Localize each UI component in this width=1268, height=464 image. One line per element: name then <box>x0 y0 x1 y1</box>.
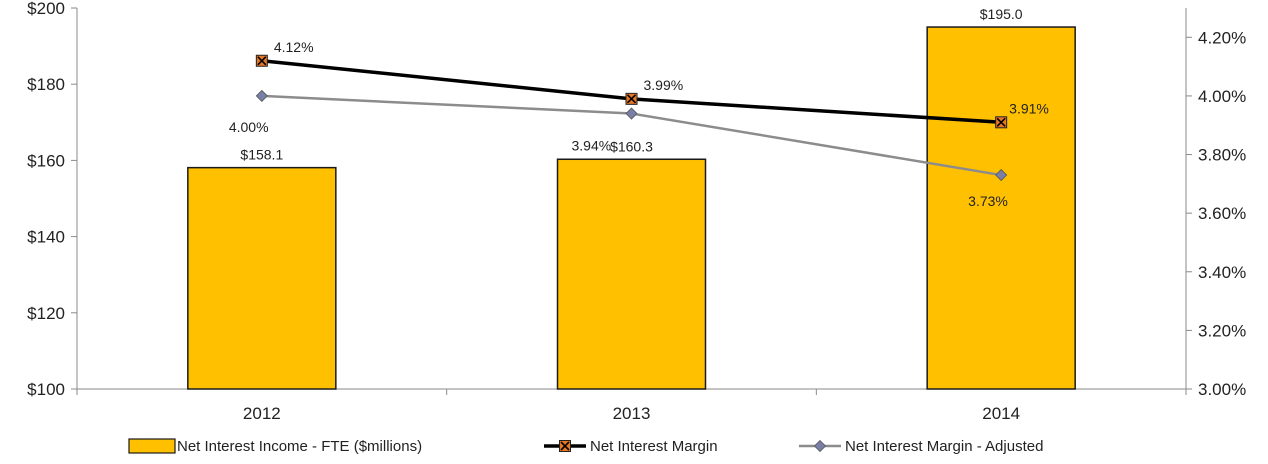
line-value-label: 4.12% <box>274 39 314 55</box>
y-left-tick-label: $140 <box>27 228 65 247</box>
bar-value-label: $160.3 <box>610 138 653 154</box>
y-right-tick-label: 3.00% <box>1198 380 1246 399</box>
y-right-tick-label: 4.20% <box>1198 28 1246 47</box>
marker-x <box>996 117 1006 127</box>
marker-diamond <box>813 439 827 453</box>
bar <box>556 158 707 390</box>
y-left-tick-label: $200 <box>27 0 65 18</box>
bar <box>926 26 1076 390</box>
marker-diamond <box>995 168 1008 182</box>
line-value-label: 3.99% <box>644 77 684 93</box>
legend: Net Interest Income - FTE ($millions) Net… <box>128 438 1043 455</box>
line-value-label: 3.94% <box>572 138 612 154</box>
y-left-tick-label: $100 <box>27 380 65 399</box>
x-tick-label: 2014 <box>982 404 1020 423</box>
axes-layer: $100 $120 $140 $160 $180 $200 3.00% 3.20% 3.40% 3… <box>27 0 1246 423</box>
marker-diamond <box>255 89 268 102</box>
labels-layer: $158.1 $160.3 $195.0 4.12% 3.99% 3.91% 4.00% 3.… <box>229 6 1049 209</box>
legend-label: Net Interest Margin - Adjusted <box>845 438 1043 455</box>
marker-x <box>560 441 570 451</box>
line-value-label: 4.00% <box>229 119 269 135</box>
y-right-tick-label: 3.60% <box>1198 204 1246 223</box>
bar <box>187 166 337 390</box>
line-value-label: 3.91% <box>1009 100 1049 116</box>
legend-label: Net Interest Margin <box>590 438 718 455</box>
legend-label: Net Interest Income - FTE ($millions) <box>177 438 422 455</box>
y-left-tick-label: $120 <box>27 304 65 323</box>
y-left-tick-label: $180 <box>27 75 65 94</box>
legend-swatch-bar <box>128 438 176 454</box>
x-tick-label: 2013 <box>613 404 651 423</box>
bar-value-label: $158.1 <box>240 147 283 163</box>
marker-x <box>626 94 637 104</box>
y-right-tick-label: 3.40% <box>1198 263 1246 282</box>
x-tick-label: 2012 <box>243 404 281 423</box>
y-right-tick-label: 3.20% <box>1198 321 1246 340</box>
y-right-tick-label: 4.00% <box>1198 87 1246 106</box>
marker-diamond <box>625 107 638 120</box>
y-right-tick-label: 3.80% <box>1198 146 1246 165</box>
lines-layer <box>255 54 1008 182</box>
y-left-tick-label: $160 <box>27 151 65 170</box>
bar-value-label: $195.0 <box>980 6 1023 22</box>
bars-layer <box>187 26 1076 390</box>
marker-x <box>257 56 267 66</box>
line-value-label: 3.73% <box>968 193 1008 209</box>
